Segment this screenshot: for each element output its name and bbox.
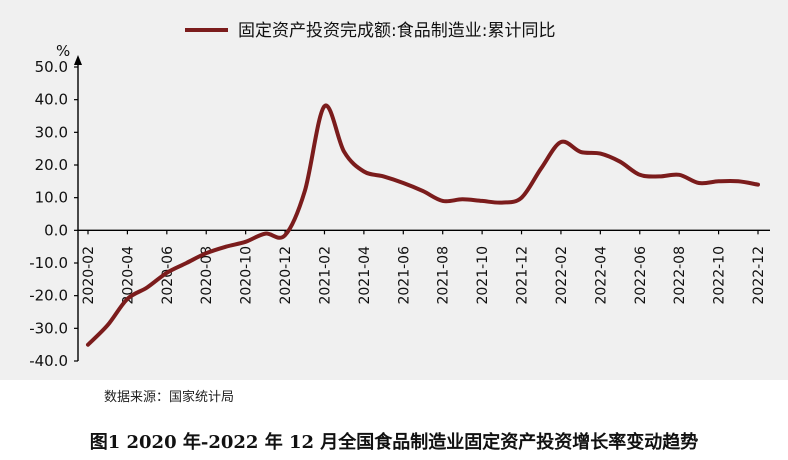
x-tick-label: 2022-08 — [672, 246, 688, 305]
plot-background — [0, 0, 788, 380]
source-note: 数据来源：国家统计局 — [104, 390, 235, 405]
x-tick-label: 2022-06 — [633, 246, 649, 305]
legend: 固定资产投资完成额:食品制造业:累计同比 — [185, 21, 555, 41]
x-tick-labels: 2020-02 2020-04 2020-06 2020-08 2020-10 2020-… — [81, 230, 767, 305]
figure-caption: 图1 2020 年-2022 年 12 月全国食品制造业固定资产投资增长率变动趋… — [89, 432, 699, 453]
y-tick-label: 0.0 — [44, 221, 68, 239]
x-tick-label: 2020-02 — [81, 246, 97, 305]
y-tick-label: -30.0 — [29, 319, 68, 337]
y-tick-label: -40.0 — [29, 352, 68, 370]
y-axis-arrow — [74, 55, 82, 65]
x-tick-label: 2021-10 — [475, 246, 491, 305]
y-tick-label: 30.0 — [35, 123, 68, 141]
x-tick-label: 2021-02 — [317, 246, 333, 305]
x-tick-label: 2022-04 — [593, 246, 609, 305]
x-tick-label: 2021-04 — [357, 246, 373, 305]
legend-label: 固定资产投资完成额:食品制造业:累计同比 — [238, 21, 555, 41]
y-tick-label: -10.0 — [29, 254, 68, 272]
y-tick-label: 20.0 — [35, 156, 68, 174]
x-tick-label: 2021-08 — [436, 246, 452, 305]
y-tick-label: -20.0 — [29, 287, 68, 305]
x-tick-label: 2020-04 — [120, 246, 136, 305]
line-chart: 固定资产投资完成额:食品制造业:累计同比 % -40.0 -30.0 -20.0 -1… — [0, 0, 788, 380]
x-tick-label: 2020-08 — [199, 246, 215, 305]
x-tick-label: 2022-10 — [712, 246, 728, 305]
y-tick-label: 40.0 — [35, 91, 68, 109]
y-tick-labels: -40.0 -30.0 -20.0 -10.0 0.0 10.0 20.0 30.0 40.0 5… — [29, 58, 78, 370]
axes — [74, 55, 770, 361]
y-unit-label: % — [56, 42, 70, 60]
y-tick-label: 50.0 — [35, 58, 68, 76]
x-tick-label: 2020-06 — [160, 246, 176, 305]
x-tick-label: 2022-12 — [751, 246, 767, 305]
x-tick-label: 2022-02 — [554, 246, 570, 305]
x-tick-label: 2020-10 — [239, 246, 255, 305]
y-tick-label: 10.0 — [35, 189, 68, 207]
x-tick-label: 2021-12 — [515, 246, 531, 305]
series-line — [86, 103, 760, 347]
x-tick-label: 2020-12 — [278, 246, 294, 305]
x-tick-label: 2021-06 — [396, 246, 412, 305]
